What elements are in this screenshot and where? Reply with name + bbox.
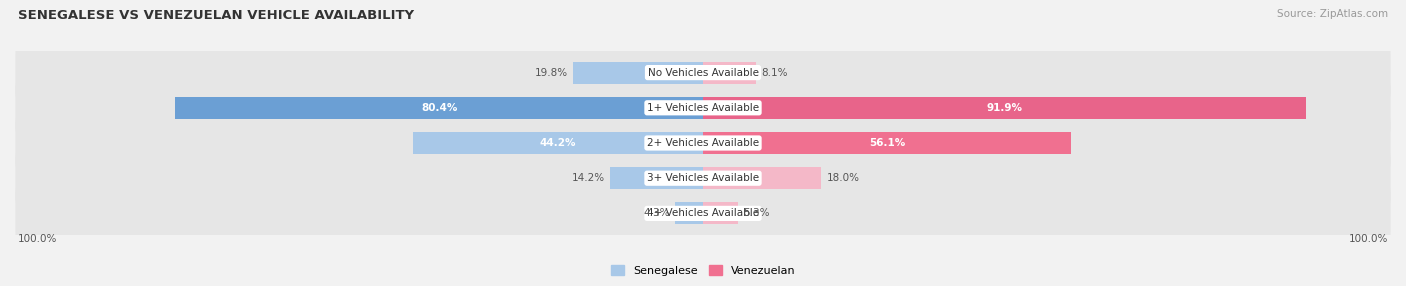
Bar <box>703 167 821 189</box>
FancyBboxPatch shape <box>15 45 1391 100</box>
Text: 18.0%: 18.0% <box>827 173 859 183</box>
Text: 2+ Vehicles Available: 2+ Vehicles Available <box>647 138 759 148</box>
Text: 1+ Vehicles Available: 1+ Vehicles Available <box>647 103 759 113</box>
Bar <box>574 62 703 84</box>
Text: 3+ Vehicles Available: 3+ Vehicles Available <box>647 173 759 183</box>
Legend: Senegalese, Venezuelan: Senegalese, Venezuelan <box>606 261 800 280</box>
FancyBboxPatch shape <box>15 151 1391 206</box>
Bar <box>703 97 1306 119</box>
Bar <box>610 167 703 189</box>
Bar <box>703 62 756 84</box>
Text: SENEGALESE VS VENEZUELAN VEHICLE AVAILABILITY: SENEGALESE VS VENEZUELAN VEHICLE AVAILAB… <box>18 9 415 21</box>
Text: 14.2%: 14.2% <box>571 173 605 183</box>
Bar <box>675 202 703 224</box>
Bar <box>703 132 1071 154</box>
Text: 44.2%: 44.2% <box>540 138 576 148</box>
Text: 91.9%: 91.9% <box>987 103 1022 113</box>
Text: 80.4%: 80.4% <box>420 103 457 113</box>
Text: Source: ZipAtlas.com: Source: ZipAtlas.com <box>1277 9 1388 19</box>
FancyBboxPatch shape <box>15 80 1391 135</box>
Text: No Vehicles Available: No Vehicles Available <box>648 67 758 78</box>
Text: 4+ Vehicles Available: 4+ Vehicles Available <box>647 208 759 219</box>
Text: 4.3%: 4.3% <box>643 208 669 219</box>
FancyBboxPatch shape <box>15 116 1391 170</box>
Text: 56.1%: 56.1% <box>869 138 905 148</box>
Bar <box>703 202 738 224</box>
Text: 5.3%: 5.3% <box>742 208 769 219</box>
Text: 100.0%: 100.0% <box>17 234 56 244</box>
Text: 8.1%: 8.1% <box>762 67 787 78</box>
FancyBboxPatch shape <box>15 186 1391 241</box>
Bar <box>176 97 703 119</box>
Text: 100.0%: 100.0% <box>1350 234 1389 244</box>
Text: 19.8%: 19.8% <box>534 67 568 78</box>
Bar <box>413 132 703 154</box>
